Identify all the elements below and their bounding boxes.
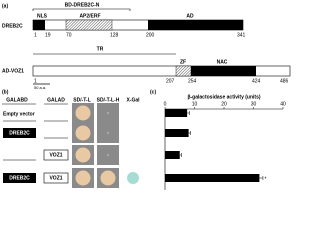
colony bbox=[100, 170, 116, 186]
position: 200 bbox=[146, 32, 155, 38]
position: 486 bbox=[280, 78, 289, 84]
chart: 0 10 20 30 40 * bbox=[164, 101, 286, 190]
scale-label: 50 a.a. bbox=[34, 85, 46, 90]
header: GALAD bbox=[47, 97, 65, 103]
panel-label: (b) bbox=[2, 89, 9, 95]
no-growth bbox=[107, 112, 109, 114]
header: GALABD bbox=[6, 97, 28, 103]
header: SD/-T-L-H bbox=[97, 97, 120, 103]
position: 254 bbox=[188, 78, 197, 84]
ad-box bbox=[43, 149, 69, 161]
domain-label: ZF bbox=[180, 59, 186, 65]
annotation: * bbox=[264, 176, 266, 182]
domain-nac bbox=[191, 66, 256, 76]
header: X-Gal bbox=[126, 97, 140, 103]
xgal-colony bbox=[127, 172, 139, 184]
row-label: Empty vector bbox=[3, 111, 35, 117]
x-tick-label: 20 bbox=[221, 101, 227, 107]
bar bbox=[165, 174, 260, 182]
row-label: VOZ1 bbox=[49, 152, 62, 158]
x-tick-label: 30 bbox=[251, 101, 257, 107]
domain-label: TR bbox=[97, 46, 104, 52]
domain-label: AD bbox=[186, 13, 194, 19]
bar bbox=[165, 129, 189, 137]
domain-label: NAC bbox=[217, 59, 228, 65]
bd-label: BD-DREB2C-N bbox=[65, 2, 100, 8]
position: 1 bbox=[34, 32, 37, 38]
position: 424 bbox=[252, 78, 261, 84]
position: 1 bbox=[34, 78, 37, 84]
plates bbox=[72, 103, 139, 188]
colony bbox=[75, 170, 91, 186]
domain-zf bbox=[175, 65, 192, 77]
protein-name: AD-VOZ1 bbox=[2, 68, 24, 74]
domain-ad bbox=[148, 20, 243, 30]
no-growth bbox=[107, 154, 109, 156]
position: 70 bbox=[66, 32, 72, 38]
x-tick-label: 10 bbox=[192, 101, 198, 107]
error-bar bbox=[187, 111, 190, 115]
bd-box bbox=[3, 128, 36, 138]
bd-box bbox=[3, 173, 36, 183]
position: 207 bbox=[166, 78, 175, 84]
domain-ap2 bbox=[65, 19, 113, 31]
row-label: VOZ1 bbox=[49, 175, 62, 181]
position: 341 bbox=[237, 32, 246, 38]
domain-label: NLS bbox=[37, 13, 48, 19]
protein-bar bbox=[32, 65, 291, 77]
domain-nls bbox=[33, 20, 45, 30]
row-label: DREB2C bbox=[9, 175, 30, 181]
ad-box bbox=[43, 172, 69, 184]
protein-name: DREB2C bbox=[2, 23, 23, 29]
error-bar bbox=[179, 153, 182, 157]
position: 128 bbox=[110, 32, 119, 38]
colony bbox=[75, 105, 91, 121]
colony bbox=[75, 125, 91, 141]
bar bbox=[165, 109, 188, 117]
error-bar bbox=[188, 131, 191, 135]
position: 19 bbox=[45, 32, 51, 38]
domain-label: AP2/ERF bbox=[79, 13, 100, 19]
bracket bbox=[32, 8, 131, 11]
error-bar bbox=[259, 176, 264, 180]
bar bbox=[165, 151, 180, 159]
panel-label: (a) bbox=[2, 3, 8, 9]
colony bbox=[75, 147, 91, 163]
no-growth bbox=[107, 132, 109, 134]
header: SD/-T-L bbox=[73, 97, 91, 103]
figure: (a) BD-DREB2C-N NLS AP2/ERF AD DREB2C 1 … bbox=[2, 2, 291, 190]
x-tick-label: 0 bbox=[164, 101, 167, 107]
x-axis-title: β-galactosidase activity (units) bbox=[187, 94, 260, 100]
x-tick-label: 40 bbox=[280, 101, 286, 107]
panel-label: (c) bbox=[150, 89, 156, 95]
row-label: DREB2C bbox=[9, 130, 30, 136]
